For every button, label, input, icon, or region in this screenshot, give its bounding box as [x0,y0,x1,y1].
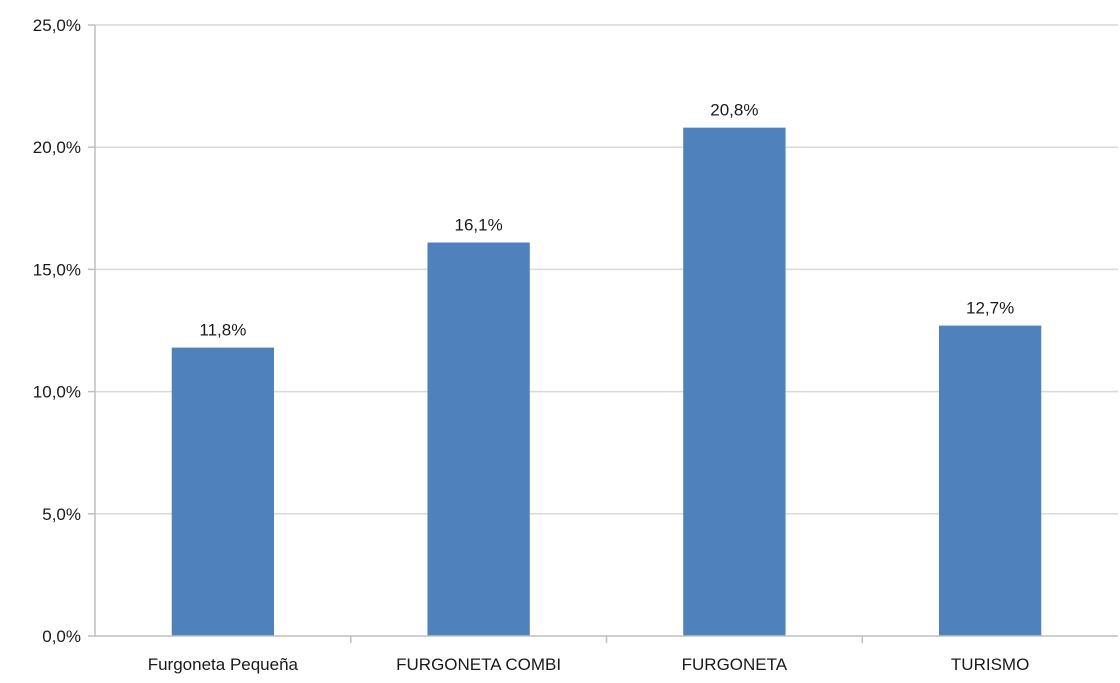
bar-data-label: 20,8% [710,101,758,120]
x-category-label: TURISMO [951,655,1029,674]
x-axis-category-labels: Furgoneta Pequeña FURGONETA COMBI FURGONET… [148,655,1030,674]
y-tick-label: 10,0% [33,383,81,402]
data-labels: 11,8% 16,1% 20,8% 12,7% [199,101,1014,340]
bar-data-label: 16,1% [455,216,503,235]
y-axis-tick-labels: 0,0% 5,0% 10,0% 15,0% 20,0% 25,0% [33,16,81,646]
bar [938,325,1042,636]
x-category-label: FURGONETA COMBI [396,655,561,674]
bar [427,242,530,637]
x-category-label: Furgoneta Pequeña [148,655,299,674]
y-tick-label: 5,0% [42,505,81,524]
bar-data-label: 12,7% [966,299,1014,318]
y-tick-label: 0,0% [42,627,81,646]
bar-data-label: 11,8% [199,321,246,340]
y-tick-label: 25,0% [33,16,81,35]
axes [88,24,1118,643]
y-tick-label: 20,0% [33,138,81,157]
bar [683,127,786,636]
x-category-label: FURGONETA [682,655,788,674]
y-tick-label: 15,0% [33,260,81,279]
bar [171,347,275,636]
bars [171,127,1042,637]
